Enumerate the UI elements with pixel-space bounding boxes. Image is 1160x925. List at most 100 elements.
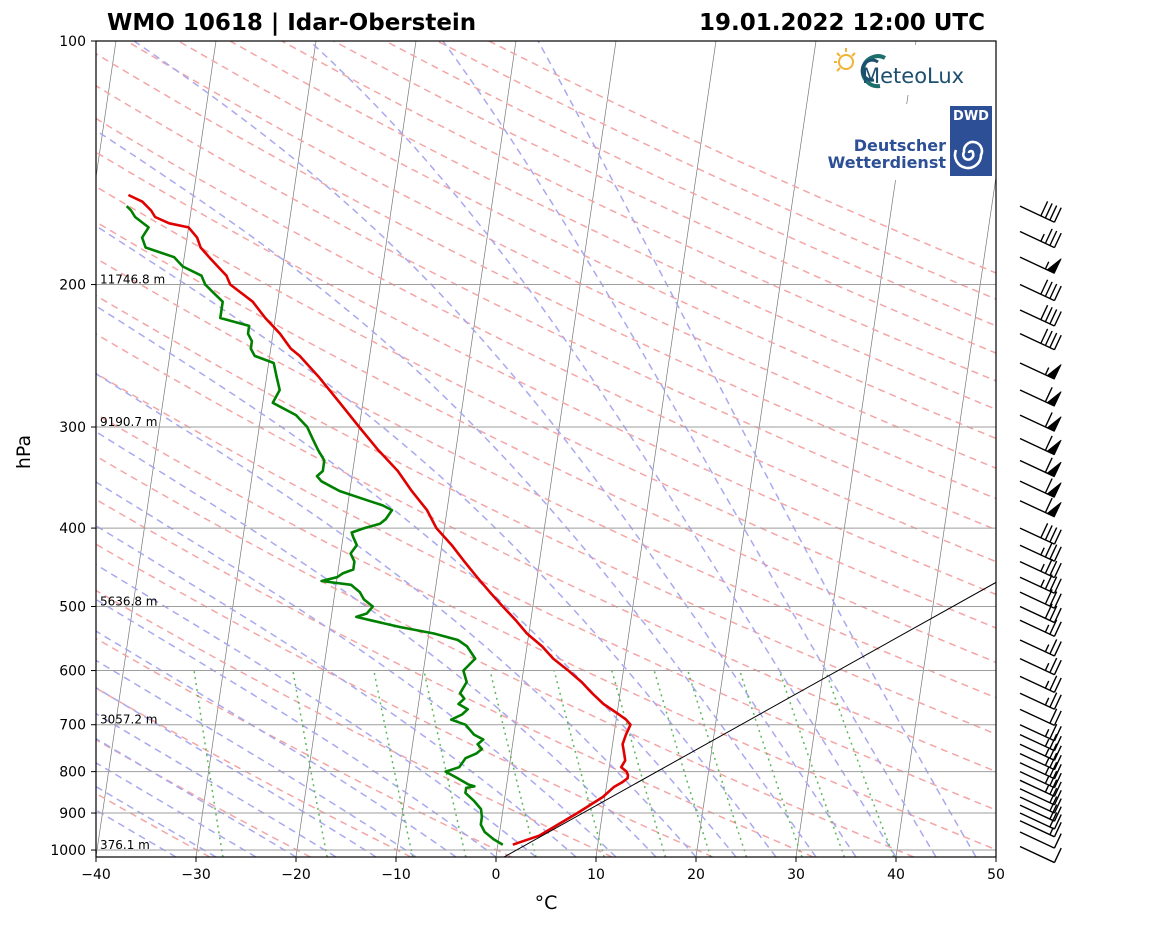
wind-barb-half [1044,644,1050,653]
wind-barb-full [1040,201,1049,217]
wind-barb-full [1049,708,1058,724]
wind-barb-full [1053,529,1062,545]
moist-adiabat-line [442,41,937,857]
wind-barb [1019,228,1062,249]
dry-adiabat-line [96,221,996,664]
wind-barb-full [1049,576,1058,592]
dry-adiabat-line [96,543,713,857]
wind-barb-half [1044,784,1050,793]
moist-adiabat-line [96,686,377,857]
wind-barb-half [1044,729,1050,737]
wind-barb-full [1053,607,1062,623]
wind-barb-staff [1019,605,1055,624]
wind-barb-full [1044,387,1053,403]
x-tick-label: 40 [887,867,905,883]
wind-barb-full [1049,692,1058,708]
x-axis-ticks: −40 −30 −20 −10 0 10 20 30 40 50 [81,857,1005,883]
wind-barb-staff [1019,639,1055,657]
sun-icon [834,48,856,72]
wind-barb-staff [1019,831,1055,849]
wind-barb-full [1053,764,1062,780]
dwd-text-line1: Deutscher [854,136,946,155]
wind-barb-staff [1019,724,1055,742]
wind-barb [1019,761,1062,780]
moist-adiabat-line [96,305,737,857]
wind-barb [1019,256,1062,274]
wind-barb-half [1044,775,1050,784]
wind-barb-full [1053,232,1062,248]
height-label: 376.1 m [100,838,150,852]
wind-barb-staff [1019,692,1055,710]
wind-barb [1019,770,1062,789]
mixing-ratio-line [653,670,712,857]
moist-adiabat-line [309,41,897,857]
wind-barb [1019,708,1062,727]
wind-barb-full [1053,847,1062,863]
wind-barb [1019,279,1062,302]
moist-adiabat-line [96,630,457,857]
dwd-spiral-icon [953,140,984,170]
wind-barbs [1019,201,1062,864]
wind-barb-full [1053,311,1062,327]
isotherm-line [695,41,817,857]
wind-barb-full [1053,814,1062,830]
wind-barb-pennant [1046,391,1062,407]
dry-adiabat-line [96,151,996,596]
wind-barb-staff [1019,527,1055,545]
wind-barb-full [1053,659,1062,676]
wind-barb [1019,328,1062,351]
wind-barb [1019,497,1062,518]
wind-barb-half [1044,738,1050,747]
x-tick-label: 30 [787,867,805,883]
moist-adiabat-line [96,598,497,857]
wind-barb-full [1044,558,1053,574]
wind-barb-half [1044,261,1050,270]
x-tick-label: −30 [181,867,211,883]
wind-barb-full [1053,725,1062,742]
wind-barb-full [1049,812,1058,828]
wind-barb [1019,201,1062,223]
wind-barb-pennant [1046,439,1062,456]
moist-adiabat-line [133,41,857,857]
mixing-ratio-line [489,670,537,857]
wind-barb-full [1049,560,1058,576]
height-label: 5636.8 m [100,594,158,608]
mixing-ratio-line [193,670,224,857]
wind-barb-staff [1019,733,1055,752]
wind-barb-half [1044,748,1050,757]
wind-barb-full [1053,285,1062,301]
wind-barb-full [1053,677,1062,693]
logo-dwd: DWD Deutscher Wetterdienst [828,104,994,180]
wind-barb-staff [1019,779,1055,798]
moist-adiabat-line [537,41,977,857]
wind-barb [1019,657,1062,676]
wind-barb-full [1053,754,1062,770]
dry-adiabat-line [126,41,996,470]
wind-barb-full [1044,281,1053,297]
dry-adiabat-line [96,52,996,500]
wind-barb-full [1049,723,1058,739]
wind-barb-full [1049,527,1058,543]
wind-barb-full [1044,478,1053,494]
y-tick-label: 500 [59,599,86,615]
isotherm-line [295,41,417,857]
wind-barb-full [1044,306,1053,323]
mixing-ratio-line [553,670,605,857]
wind-barb-full [1044,542,1053,558]
x-tick-label: 20 [687,867,705,883]
wind-barb-full [1044,435,1053,451]
wind-barb-full [1053,546,1062,562]
dwd-box-text: DWD [953,109,989,124]
wind-barb-full [1049,205,1058,221]
mixing-ratio-line [687,670,748,857]
moist-adiabat-line [96,785,217,857]
wind-barb-full [1053,745,1062,761]
wind-barb-full [1044,203,1053,219]
dwd-text-line2: Wetterdienst [828,153,947,172]
chart-title-datetime: 19.01.2022 12:00 UTC [699,10,985,36]
mixing-ratio-line [739,670,803,857]
wind-barb-half [1044,624,1050,633]
height-label: 11746.8 m [100,273,165,287]
wind-barb-full [1053,334,1062,351]
wind-barb [1019,478,1062,498]
